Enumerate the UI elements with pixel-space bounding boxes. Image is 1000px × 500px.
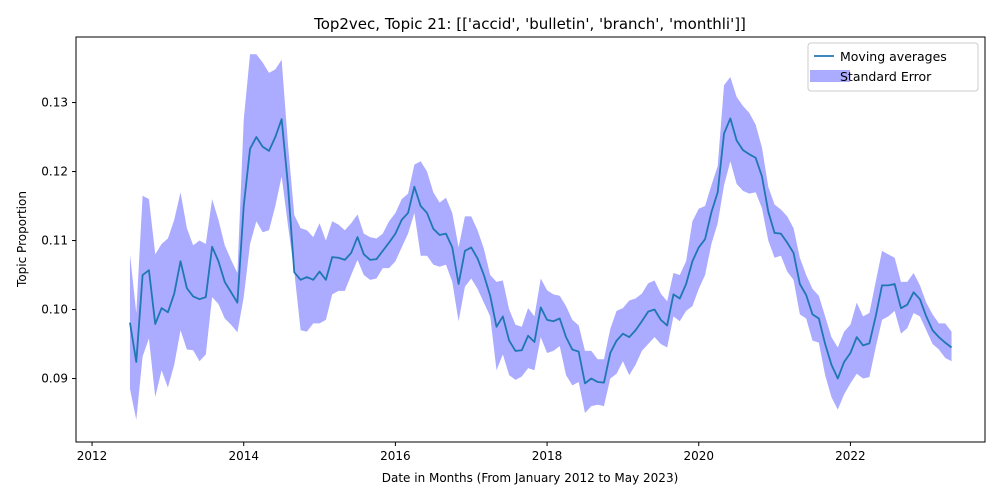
y-tick-label: 0.10 xyxy=(41,303,68,317)
standard-error-band xyxy=(129,54,952,420)
chart-title: Top2vec, Topic 21: [['accid', 'bulletin'… xyxy=(313,15,746,33)
y-axis-label: Topic Proportion xyxy=(15,191,29,288)
x-axis-label: Date in Months (From January 2012 to May… xyxy=(382,471,679,485)
plot-frame xyxy=(75,36,986,443)
x-tick-label: 2014 xyxy=(228,449,259,463)
y-tick-label: 0.09 xyxy=(41,372,68,386)
x-tick-label: 2016 xyxy=(380,449,411,463)
x-tick-label: 2018 xyxy=(532,449,563,463)
y-tick-label: 0.11 xyxy=(41,234,68,248)
legend: Moving averages Standard Error xyxy=(807,42,979,92)
legend-frame xyxy=(807,42,979,92)
y-tick-label: 0.13 xyxy=(41,96,68,110)
y-axis: 0.09 0.10 0.11 0.12 0.13 xyxy=(41,96,76,386)
legend-band-swatch xyxy=(810,70,850,82)
x-tick-label: 2020 xyxy=(683,449,714,463)
legend-label-standard-error: Standard Error xyxy=(840,69,932,84)
legend-label-moving-averages: Moving averages xyxy=(840,49,947,64)
plot-area xyxy=(129,54,953,420)
y-tick-label: 0.12 xyxy=(41,165,68,179)
moving-average-line xyxy=(129,117,953,385)
x-tick-label: 2012 xyxy=(77,449,108,463)
x-tick-label: 2022 xyxy=(835,449,866,463)
x-axis: 2012 2014 2016 2018 2020 2022 xyxy=(77,442,866,463)
